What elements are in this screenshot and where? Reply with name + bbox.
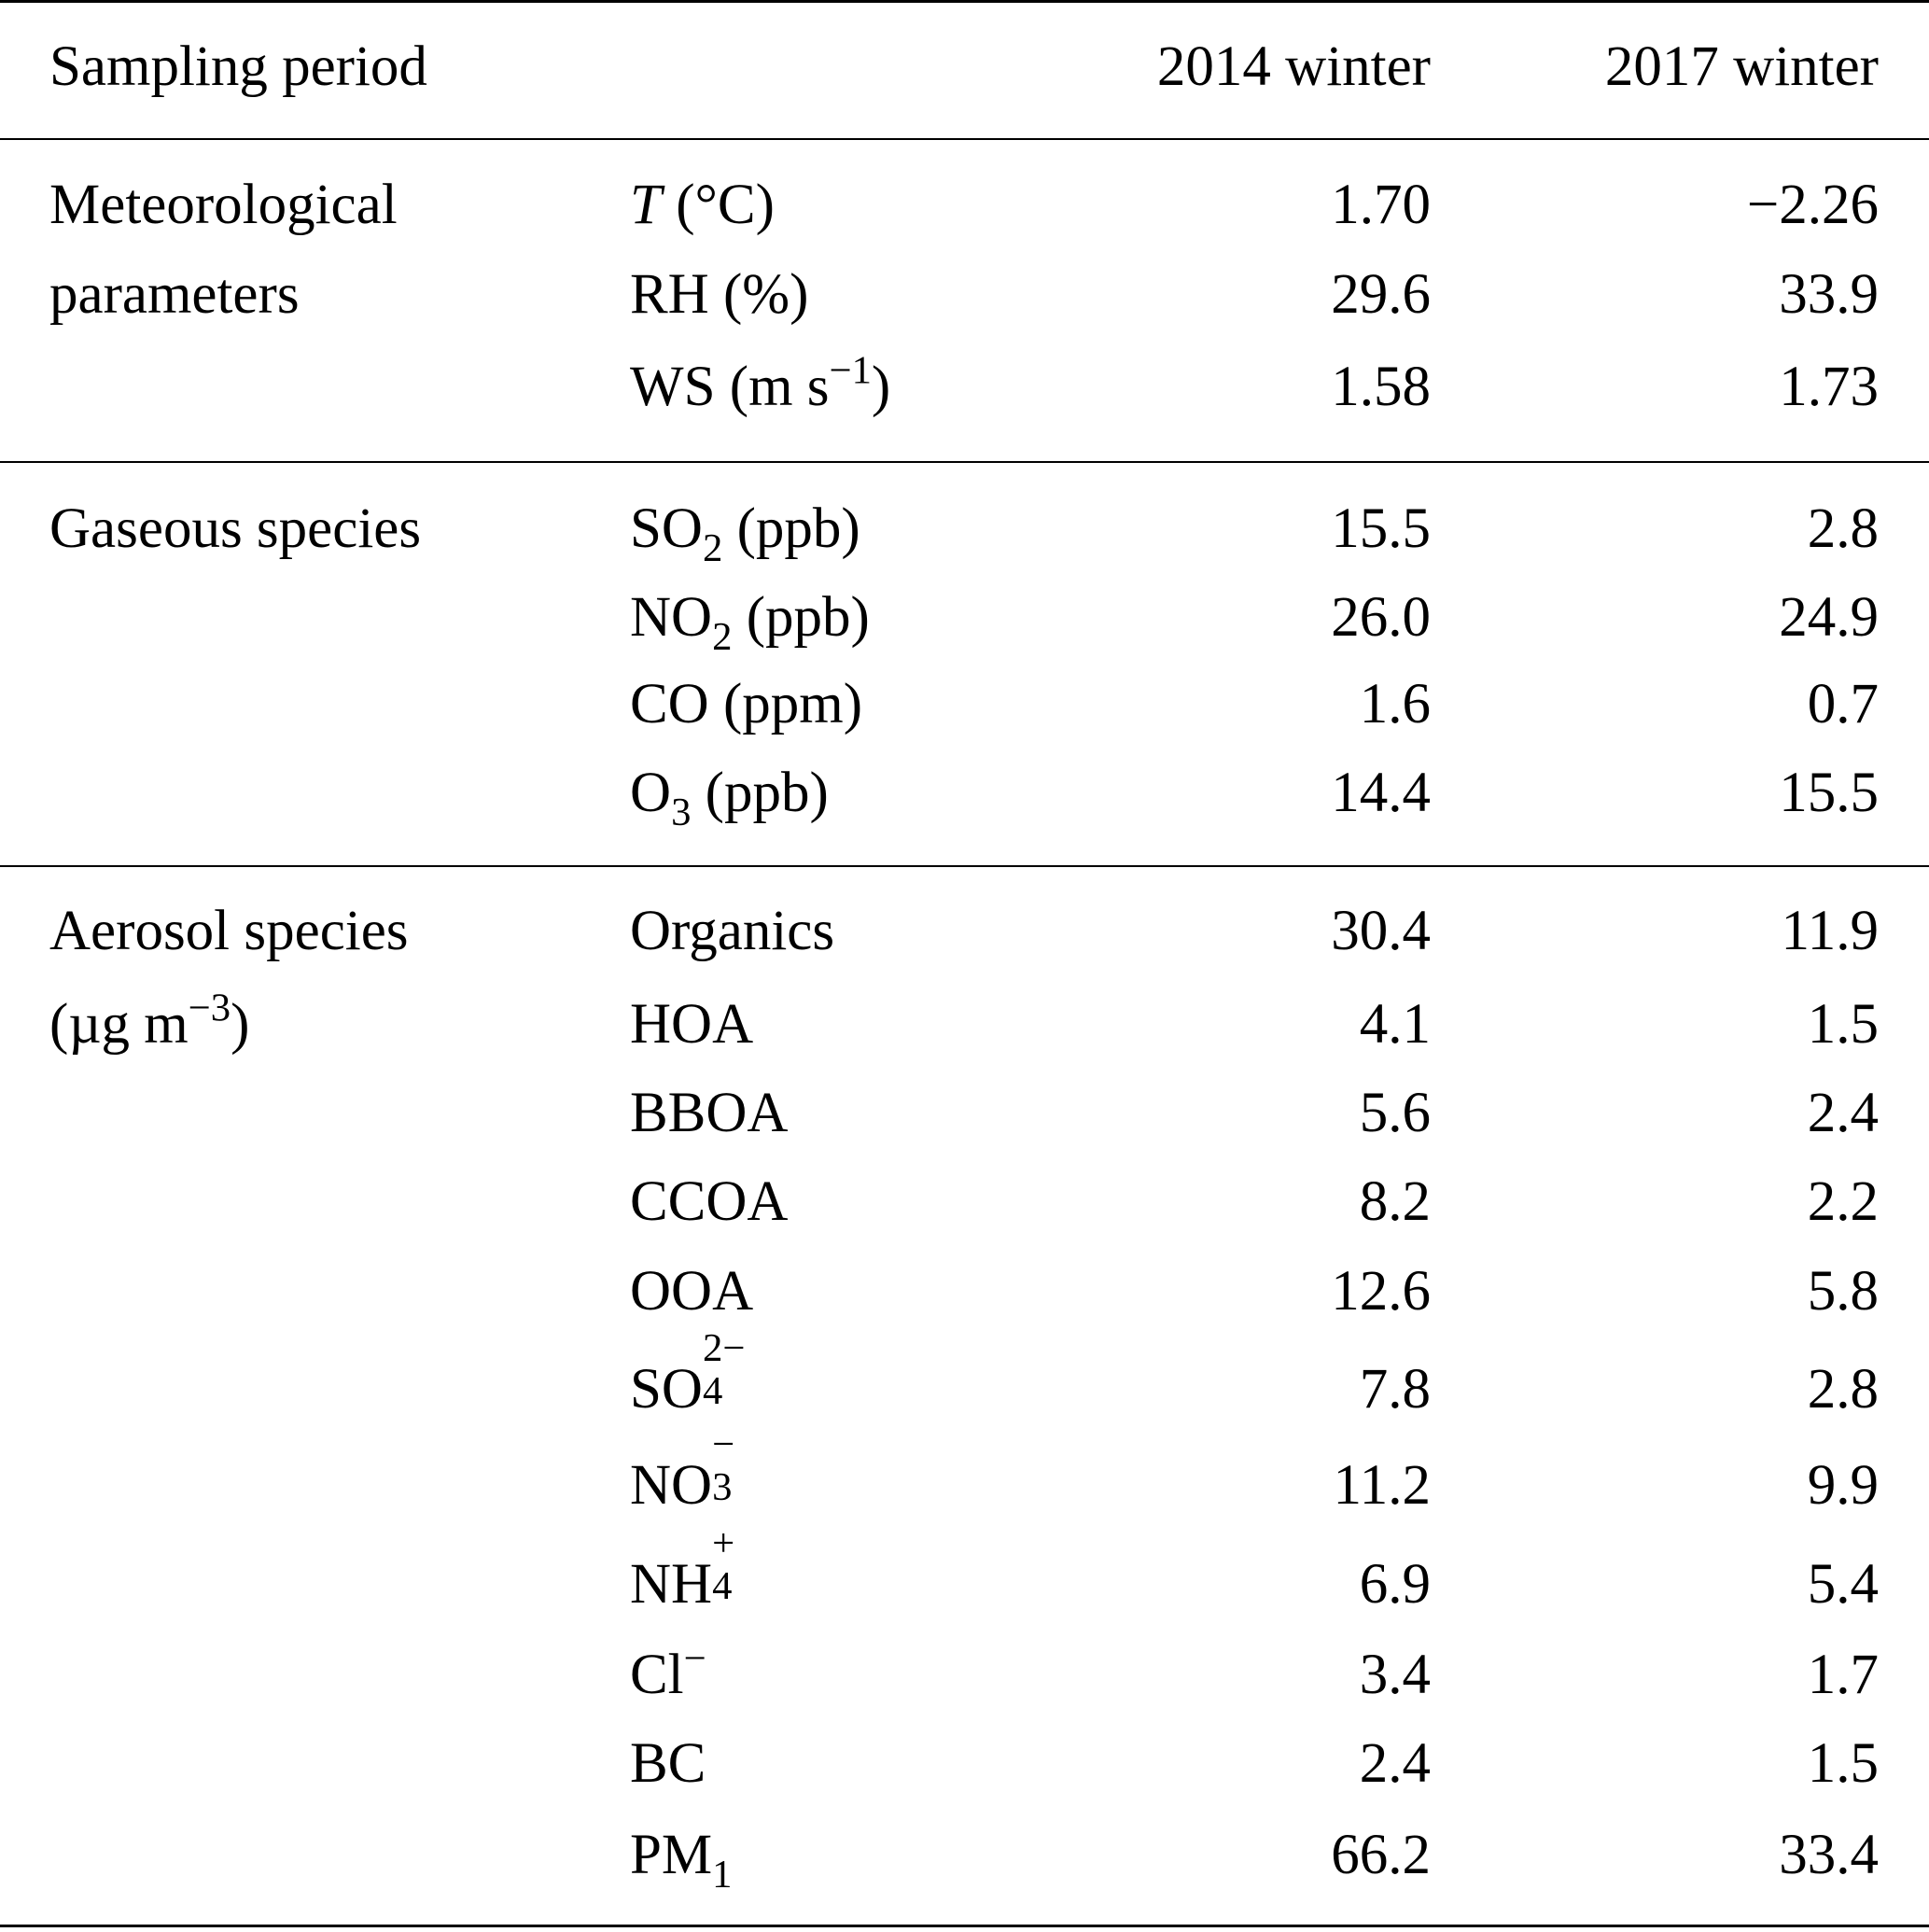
value-2017: 15.5 — [1779, 762, 1879, 824]
parameter-label: Organics — [630, 900, 835, 962]
value-2017: 1.73 — [1779, 356, 1879, 418]
parameter-label: OOA — [630, 1260, 754, 1323]
value-2014: 2.4 — [1359, 1732, 1431, 1795]
parameter-label: NH +4 — [630, 1520, 735, 1616]
value-2014: 5.6 — [1359, 1082, 1431, 1144]
parameter-label: HOA — [630, 993, 754, 1056]
parameter-label: NO −3 — [630, 1421, 735, 1517]
value-2017: 2.4 — [1807, 1082, 1879, 1144]
parameter-label: CCOA — [630, 1170, 789, 1233]
value-2017: 33.4 — [1779, 1824, 1879, 1886]
value-2017: 0.7 — [1807, 673, 1879, 735]
parameter-label: O3 (ppb) — [630, 762, 829, 834]
group-label: parameters — [49, 263, 300, 326]
group-rule — [0, 461, 1929, 463]
value-2014: 26.0 — [1331, 586, 1431, 649]
parameter-label: RH (%) — [630, 263, 809, 326]
value-2017: 2.2 — [1807, 1170, 1879, 1233]
value-2017: 11.9 — [1781, 900, 1880, 962]
value-2014: 14.4 — [1331, 762, 1431, 824]
parameter-label: T (°C) — [630, 174, 775, 236]
value-2017: −2.26 — [1746, 174, 1879, 236]
value-2014: 4.1 — [1359, 993, 1431, 1056]
value-2017: 1.5 — [1807, 993, 1879, 1056]
value-2014: 12.6 — [1331, 1260, 1431, 1323]
parameter-label: BBOA — [630, 1082, 789, 1144]
value-2014: 1.58 — [1331, 356, 1431, 418]
top-rule — [0, 0, 1929, 3]
value-2014: 1.6 — [1359, 673, 1431, 735]
parameter-label: SO2 (ppb) — [630, 497, 860, 570]
parameter-label: NO2 (ppb) — [630, 586, 870, 659]
parameter-label: BC — [630, 1732, 706, 1795]
value-2014: 30.4 — [1331, 900, 1431, 962]
bottom-rule — [0, 1925, 1929, 1927]
parameter-label: Cl− — [630, 1636, 706, 1706]
group-rule — [0, 865, 1929, 867]
parameter-label: CO (ppm) — [630, 673, 863, 735]
value-2017: 5.4 — [1807, 1553, 1879, 1616]
value-2017: 9.9 — [1807, 1454, 1879, 1517]
value-2014: 11.2 — [1333, 1454, 1432, 1517]
value-2017: 2.8 — [1807, 497, 1879, 560]
value-2014: 29.6 — [1331, 263, 1431, 326]
header-2017-winter: 2017 winter — [1604, 35, 1879, 98]
parameter-label: WS (m s−1) — [630, 348, 891, 418]
value-2017: 1.7 — [1807, 1644, 1879, 1706]
value-2017: 2.8 — [1807, 1358, 1879, 1421]
value-2017: 33.9 — [1779, 263, 1879, 326]
value-2014: 1.70 — [1331, 174, 1431, 236]
parameter-label: PM1 — [630, 1824, 733, 1897]
group-label: (µg m−3) — [49, 986, 250, 1056]
value-2014: 8.2 — [1359, 1170, 1431, 1233]
header-sampling-period: Sampling period — [49, 35, 427, 98]
value-2017: 24.9 — [1779, 586, 1879, 649]
parameter-label: SO 2− 4 — [630, 1325, 746, 1421]
group-label: Gaseous species — [49, 497, 422, 560]
value-2014: 3.4 — [1359, 1644, 1431, 1706]
value-2014: 7.8 — [1359, 1358, 1431, 1421]
value-2014: 6.9 — [1359, 1553, 1431, 1616]
value-2017: 1.5 — [1807, 1732, 1879, 1795]
value-2017: 5.8 — [1807, 1260, 1879, 1323]
value-2014: 66.2 — [1331, 1824, 1431, 1886]
group-label: Aerosol species — [49, 900, 409, 962]
header-rule — [0, 138, 1929, 140]
value-2014: 15.5 — [1331, 497, 1431, 560]
group-label: Meteorological — [49, 174, 398, 236]
header-2014-winter: 2014 winter — [1156, 35, 1431, 98]
